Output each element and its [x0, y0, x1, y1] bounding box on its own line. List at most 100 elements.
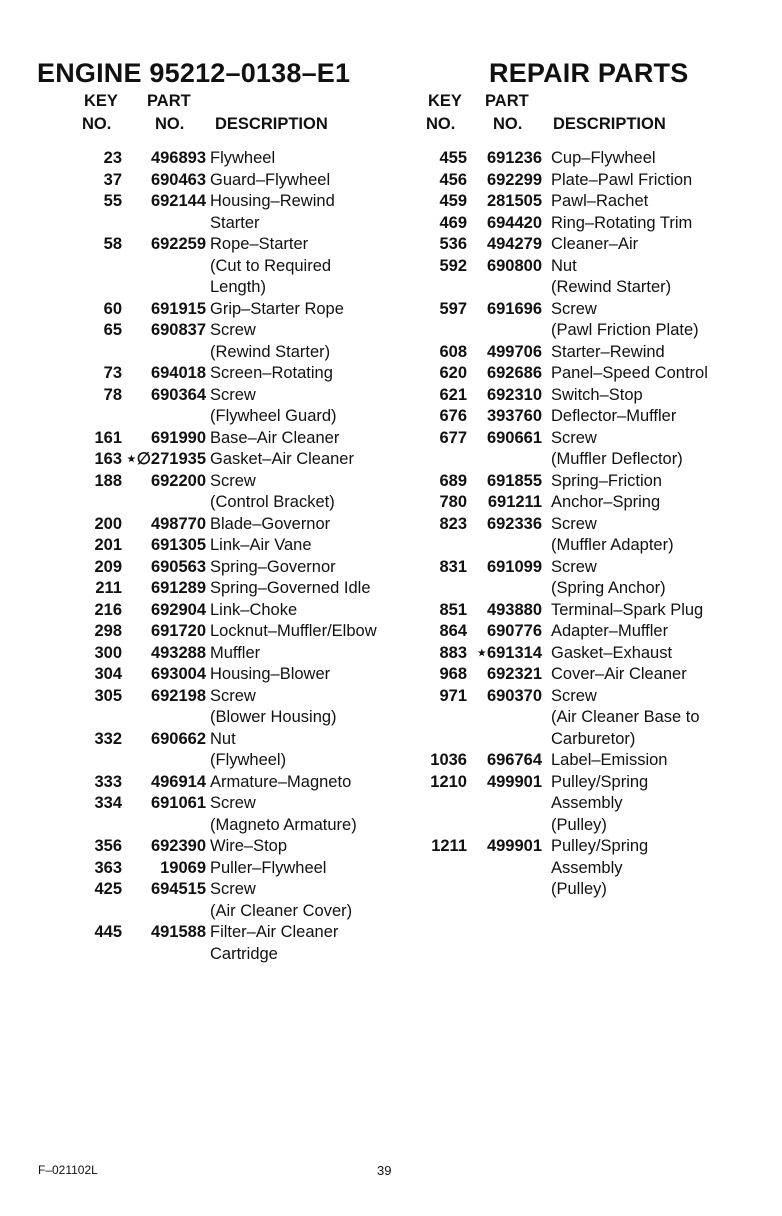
- key-number: 469: [439, 213, 467, 232]
- table-row: 620 692686 Panel–Speed Control: [410, 363, 708, 385]
- key-number: 78: [103, 385, 122, 404]
- part-number: 691855: [486, 471, 542, 490]
- table-row: 216 692904 Link–Choke: [62, 600, 377, 622]
- part-description: Blade–Governor: [210, 514, 331, 533]
- part-description: Guard–Flywheel: [210, 170, 331, 189]
- key-number: 209: [94, 557, 122, 576]
- key-number: 304: [94, 665, 122, 683]
- part-header-line1: PART: [147, 92, 191, 110]
- part-description: Housing–Rewind: [210, 192, 335, 210]
- part-description: Screen–Rotating: [210, 364, 333, 382]
- key-number: 363: [94, 858, 122, 877]
- part-description: (Magneto Armature): [210, 815, 357, 834]
- key-number: 60: [103, 299, 122, 318]
- key-number: 200: [94, 514, 122, 533]
- key-number: 55: [103, 192, 122, 210]
- part-number: ⋆∅271935: [126, 450, 206, 468]
- part-description: (Flywheel Guard): [210, 407, 337, 425]
- key-number: 1210: [430, 772, 467, 791]
- key-number: 332: [94, 729, 122, 748]
- part-description: Adapter–Muffler: [551, 622, 669, 640]
- part-description: Spring–Governed Idle: [210, 579, 371, 597]
- part-description: Link–Air Vane: [210, 536, 312, 554]
- part-number: 691305: [150, 536, 206, 554]
- key-number: 58: [103, 235, 122, 253]
- key-number: 823: [439, 514, 467, 533]
- part-number: 691915: [150, 299, 206, 318]
- part-description: Screw: [210, 471, 256, 490]
- part-number: 692198: [150, 686, 206, 705]
- table-row: 201 691305 Link–Air Vane: [62, 535, 377, 557]
- key-number: 597: [439, 299, 467, 318]
- part-number: 499901: [486, 772, 542, 791]
- part-number: 693004: [150, 665, 206, 683]
- key-number: 216: [94, 600, 122, 619]
- part-number: 696764: [486, 751, 542, 769]
- key-number: 161: [94, 428, 122, 447]
- key-number: 780: [439, 493, 467, 511]
- table-row: 333 496914 Armature–Magneto: [62, 772, 377, 794]
- key-number: 305: [94, 686, 122, 705]
- part-description: Locknut–Muffler/Elbow: [210, 622, 377, 640]
- part-description: Anchor–Spring: [551, 493, 661, 511]
- part-number: 493880: [486, 600, 542, 619]
- form-code: F–021102L: [38, 1163, 98, 1177]
- part-description: Base–Air Cleaner: [210, 428, 340, 447]
- part-number: 690662: [150, 729, 206, 748]
- part-number: 691289: [150, 579, 206, 597]
- key-number: 971: [439, 686, 467, 705]
- table-row: 304 693004 Housing–Blower: [62, 664, 377, 686]
- part-description: Screw: [551, 686, 597, 705]
- key-number: 831: [439, 557, 467, 576]
- table-row: 211 691289 Spring–Governed Idle: [62, 578, 377, 600]
- table-row: 597 691696 Screw (Pawl Friction Plate): [410, 299, 708, 342]
- key-header-line2: NO.: [426, 115, 456, 133]
- part-description: Gasket–Air Cleaner: [210, 450, 354, 468]
- part-description: Plate–Pawl Friction: [551, 170, 693, 189]
- part-number: 493288: [150, 643, 206, 662]
- key-number: 73: [103, 364, 122, 382]
- part-number: 496893: [150, 149, 206, 167]
- part-number: 499901: [486, 837, 542, 855]
- part-number: 691236: [486, 149, 542, 167]
- table-row: 780 691211 Anchor–Spring: [410, 492, 708, 514]
- table-row: 209 690563 Spring–Governor: [62, 557, 377, 579]
- part-number: 694515: [150, 880, 206, 898]
- part-number: 690661: [486, 428, 542, 447]
- part-description: (Cut to Required: [210, 256, 332, 275]
- part-description: (Rewind Starter): [551, 278, 672, 296]
- table-row: 851 493880 Terminal–Spark Plug: [410, 600, 708, 622]
- part-number: 692299: [486, 170, 542, 189]
- part-description: Screw: [210, 880, 256, 898]
- key-number: 356: [94, 837, 122, 855]
- part-description: Panel–Speed Control: [551, 364, 708, 382]
- part-description: Screw: [551, 299, 597, 318]
- key-number: 1036: [430, 751, 467, 769]
- part-description: Puller–Flywheel: [210, 858, 327, 877]
- part-description: (Flywheel): [210, 751, 287, 769]
- table-row: 621 692310 Switch–Stop: [410, 385, 708, 407]
- page-title: ENGINE 95212–0138–E1: [37, 58, 351, 88]
- part-description: Deflector–Muffler: [551, 407, 677, 425]
- part-description: Link–Choke: [210, 600, 298, 619]
- part-description: Pawl–Rachet: [551, 192, 649, 210]
- part-number: 499706: [486, 342, 542, 361]
- part-number: 692904: [150, 600, 206, 619]
- part-number: 690800: [486, 256, 542, 275]
- key-number: 864: [439, 622, 467, 640]
- part-description: Cup–Flywheel: [551, 149, 656, 167]
- table-row: 60 691915 Grip–Starter Rope: [62, 299, 377, 321]
- key-number: 459: [439, 192, 467, 210]
- part-description: Grip–Starter Rope: [210, 299, 344, 318]
- table-row: 188 692200 Screw (Control Bracket): [62, 471, 377, 514]
- table-row: 677 690661 Screw (Muffler Deflector): [410, 428, 708, 471]
- table-row: 1210 499901 Pulley/Spring Assembly (Pulley): [410, 772, 708, 837]
- key-number: 621: [439, 385, 467, 404]
- key-number: 65: [103, 321, 122, 339]
- key-number: 455: [439, 149, 467, 167]
- key-number: 211: [95, 579, 122, 597]
- part-number: 691696: [486, 299, 542, 318]
- part-number: 393760: [486, 407, 542, 425]
- part-description: Starter: [210, 213, 260, 232]
- table-row: 689 691855 Spring–Friction: [410, 471, 708, 493]
